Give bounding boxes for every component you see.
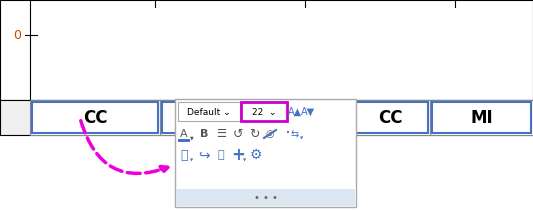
Bar [0,0,533,100]
Text: ☰: ☰ [216,129,226,139]
Bar [176,189,355,206]
Text: +: + [231,146,245,164]
Text: MI: MI [470,109,493,126]
Text: ⧆: ⧆ [180,148,188,161]
Bar [32,102,158,133]
Bar [430,100,533,135]
Text: CC: CC [378,109,402,126]
Bar [241,102,287,121]
Bar [178,139,190,142]
Bar [160,100,240,135]
Text: ▼: ▼ [301,136,304,140]
Text: MI: MI [189,109,211,126]
Text: 22  ⌄: 22 ⌄ [252,108,276,117]
Text: ⇆: ⇆ [291,129,299,139]
Text: ▼: ▼ [244,158,247,162]
Bar [0,100,533,135]
Text: B: B [200,129,208,139]
Text: •: • [286,130,290,136]
Text: ⚙: ⚙ [250,148,262,162]
Text: ▼: ▼ [190,158,193,162]
Bar [30,100,160,135]
Text: Default ⌄: Default ⌄ [187,108,231,117]
Text: ↪: ↪ [198,148,210,162]
Text: ◎: ◎ [266,129,274,139]
Text: 🗑: 🗑 [217,150,224,160]
Text: A▲: A▲ [288,107,302,117]
Text: ▼: ▼ [190,135,194,140]
Text: 0: 0 [13,29,21,42]
Text: CC: CC [83,109,107,126]
Bar [432,102,531,133]
Text: A: A [180,129,188,139]
Text: ↺: ↺ [233,127,243,140]
Text: A▼: A▼ [301,107,315,117]
Bar [350,100,430,135]
Bar [352,102,428,133]
Text: ↻: ↻ [249,127,259,140]
Text: • • •: • • • [254,193,278,203]
Bar [178,102,240,121]
Bar [162,102,238,133]
Bar [175,99,356,207]
